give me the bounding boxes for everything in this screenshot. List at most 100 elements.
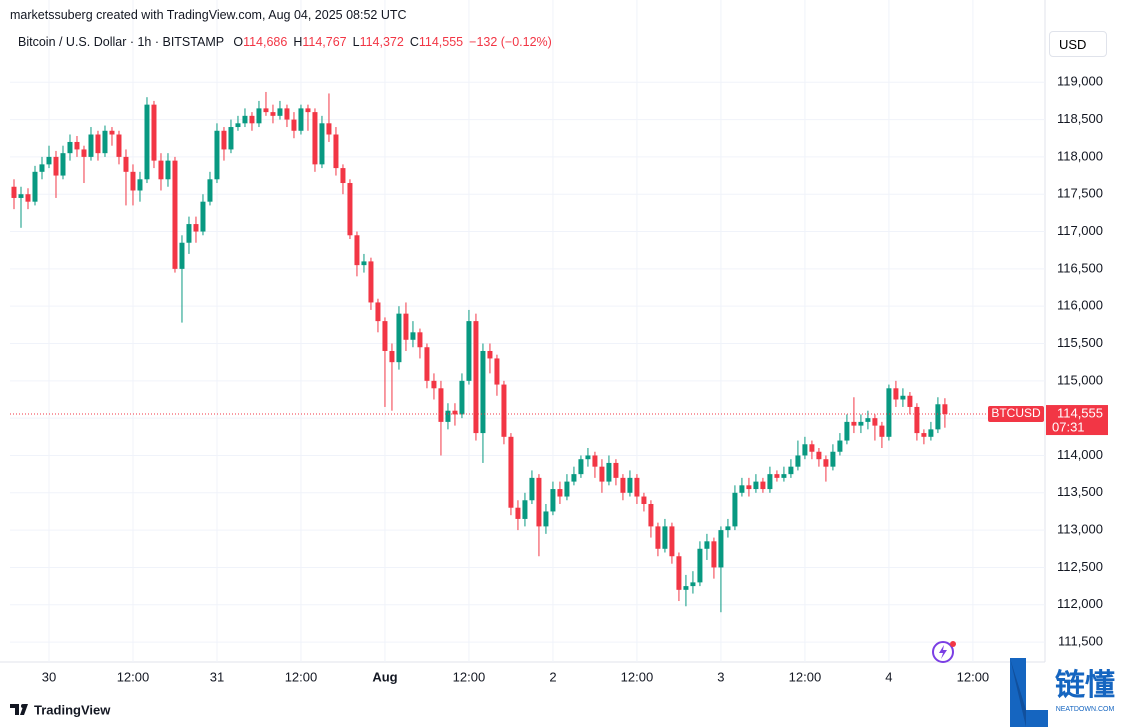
candle-body — [795, 455, 801, 467]
y-tick-label: 116,000 — [1057, 298, 1103, 313]
candle-body — [767, 474, 773, 490]
y-tick-label: 112,500 — [1057, 559, 1103, 574]
candle-body — [389, 350, 395, 363]
candle-body — [760, 481, 766, 490]
candle-body — [333, 134, 339, 169]
candle-body — [522, 500, 528, 519]
symbol: Bitcoin / U.S. Dollar · 1h · BITSTAMP — [18, 35, 224, 49]
candle-body — [683, 586, 689, 590]
candle-body — [445, 410, 451, 422]
candle-body — [788, 466, 794, 475]
candle-body — [585, 455, 591, 460]
brand-text: TradingView — [34, 702, 111, 717]
candle-body — [606, 462, 612, 482]
candle-body — [655, 526, 661, 549]
candle-body — [319, 123, 325, 165]
candle-body — [109, 130, 115, 135]
candle-body — [116, 134, 122, 157]
candle-body — [228, 127, 234, 150]
watermark-sub: NEATDOWN.COM — [1056, 706, 1115, 713]
candle-body — [221, 130, 227, 150]
candle-body — [88, 134, 94, 157]
candle-body — [291, 119, 297, 131]
candle-body — [312, 112, 318, 165]
last-price-label: 114,555 — [1057, 405, 1103, 420]
candle-body — [172, 160, 178, 269]
candle-body — [74, 141, 80, 150]
candle-body — [165, 160, 171, 180]
candle-body — [361, 261, 367, 266]
candle-body — [123, 156, 129, 172]
candle-body — [529, 477, 535, 501]
candle-body — [256, 108, 262, 124]
ohlc-value: 114,767 — [302, 35, 347, 49]
candle-body — [424, 347, 430, 381]
candle-body — [781, 474, 787, 478]
y-tick-label: 116,500 — [1057, 260, 1103, 275]
candle-body — [648, 503, 654, 527]
currency-button[interactable]: USD — [1049, 31, 1107, 57]
x-tick-label: Aug — [372, 669, 397, 684]
candle-body — [816, 451, 822, 460]
candle-body — [669, 526, 675, 557]
candle-body — [739, 485, 745, 493]
candle-body — [641, 496, 647, 504]
ohlc-key: −132 (−0.12%) — [469, 35, 552, 49]
countdown-label: 07:31 — [1052, 419, 1085, 434]
candle-body — [438, 388, 444, 422]
ticker-label: BTCUSD — [991, 406, 1041, 420]
ohlc-key: C — [409, 35, 419, 49]
x-tick-label: 30 — [42, 669, 56, 684]
x-tick-label: 12:00 — [621, 669, 654, 684]
candle-body — [326, 123, 332, 135]
candle-body — [193, 224, 199, 232]
candle-body — [46, 156, 52, 165]
candle-body — [494, 358, 500, 385]
candle-body — [690, 582, 696, 587]
watermark-text: 链懂 — [1055, 668, 1115, 702]
watermark-logo — [1010, 658, 1048, 727]
x-tick-label: 12:00 — [957, 669, 990, 684]
candle-body — [851, 421, 857, 426]
x-tick-label: 4 — [885, 669, 892, 684]
candle-body — [942, 404, 948, 415]
last-price-badge — [1046, 405, 1108, 436]
symbol-legend: Bitcoin / U.S. Dollar · 1h · BITSTAMP O1… — [18, 35, 552, 49]
candle-body — [914, 406, 920, 434]
candle-body — [893, 388, 899, 400]
y-tick-label: 111,500 — [1058, 634, 1103, 649]
candle-body — [592, 455, 598, 467]
candle-body — [284, 108, 290, 120]
y-tick-label: 118,000 — [1057, 148, 1103, 163]
candle-body — [277, 108, 283, 116]
candle-body — [564, 481, 570, 497]
candle-body — [340, 168, 346, 184]
candle-body — [466, 321, 472, 381]
ohlc-value: 114,372 — [359, 35, 404, 49]
candle-body — [375, 302, 381, 322]
candle-body — [571, 474, 577, 482]
candle-body — [928, 429, 934, 437]
candle-body — [921, 433, 927, 437]
x-tick-label: 31 — [210, 669, 224, 684]
candle-body — [158, 160, 164, 180]
candle-body — [207, 179, 213, 202]
candle-body — [25, 194, 31, 202]
candle-body — [487, 350, 493, 359]
candle-body — [732, 492, 738, 527]
candle-body — [214, 130, 220, 180]
candle-body — [823, 459, 829, 467]
assistant-icon[interactable] — [932, 641, 956, 663]
candle-body — [515, 507, 521, 519]
candle-body — [39, 164, 45, 172]
candle-body — [53, 156, 59, 176]
y-tick-label: 112,000 — [1057, 596, 1103, 611]
candle-body — [480, 350, 486, 434]
y-tick-label: 113,000 — [1057, 522, 1103, 537]
candle-body — [151, 104, 157, 161]
candle-body — [844, 421, 850, 441]
candle-body — [718, 530, 724, 568]
candle-body — [543, 511, 549, 527]
